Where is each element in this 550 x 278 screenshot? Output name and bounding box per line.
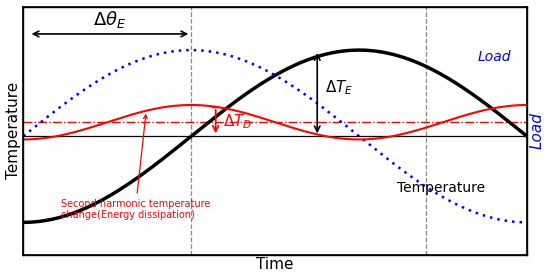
Text: $\Delta T_E$: $\Delta T_E$: [324, 78, 353, 97]
Y-axis label: Temperature: Temperature: [6, 82, 20, 180]
Text: Temperature: Temperature: [397, 181, 486, 195]
Text: Load: Load: [477, 50, 511, 64]
Text: Second harmonic temperature
change(Energy dissipation): Second harmonic temperature change(Energ…: [60, 115, 210, 220]
Text: $\Delta T_D$: $\Delta T_D$: [223, 112, 252, 131]
X-axis label: Time: Time: [256, 257, 294, 272]
Y-axis label: Load: Load: [530, 112, 544, 149]
Text: $\Delta\theta_E$: $\Delta\theta_E$: [94, 9, 126, 30]
